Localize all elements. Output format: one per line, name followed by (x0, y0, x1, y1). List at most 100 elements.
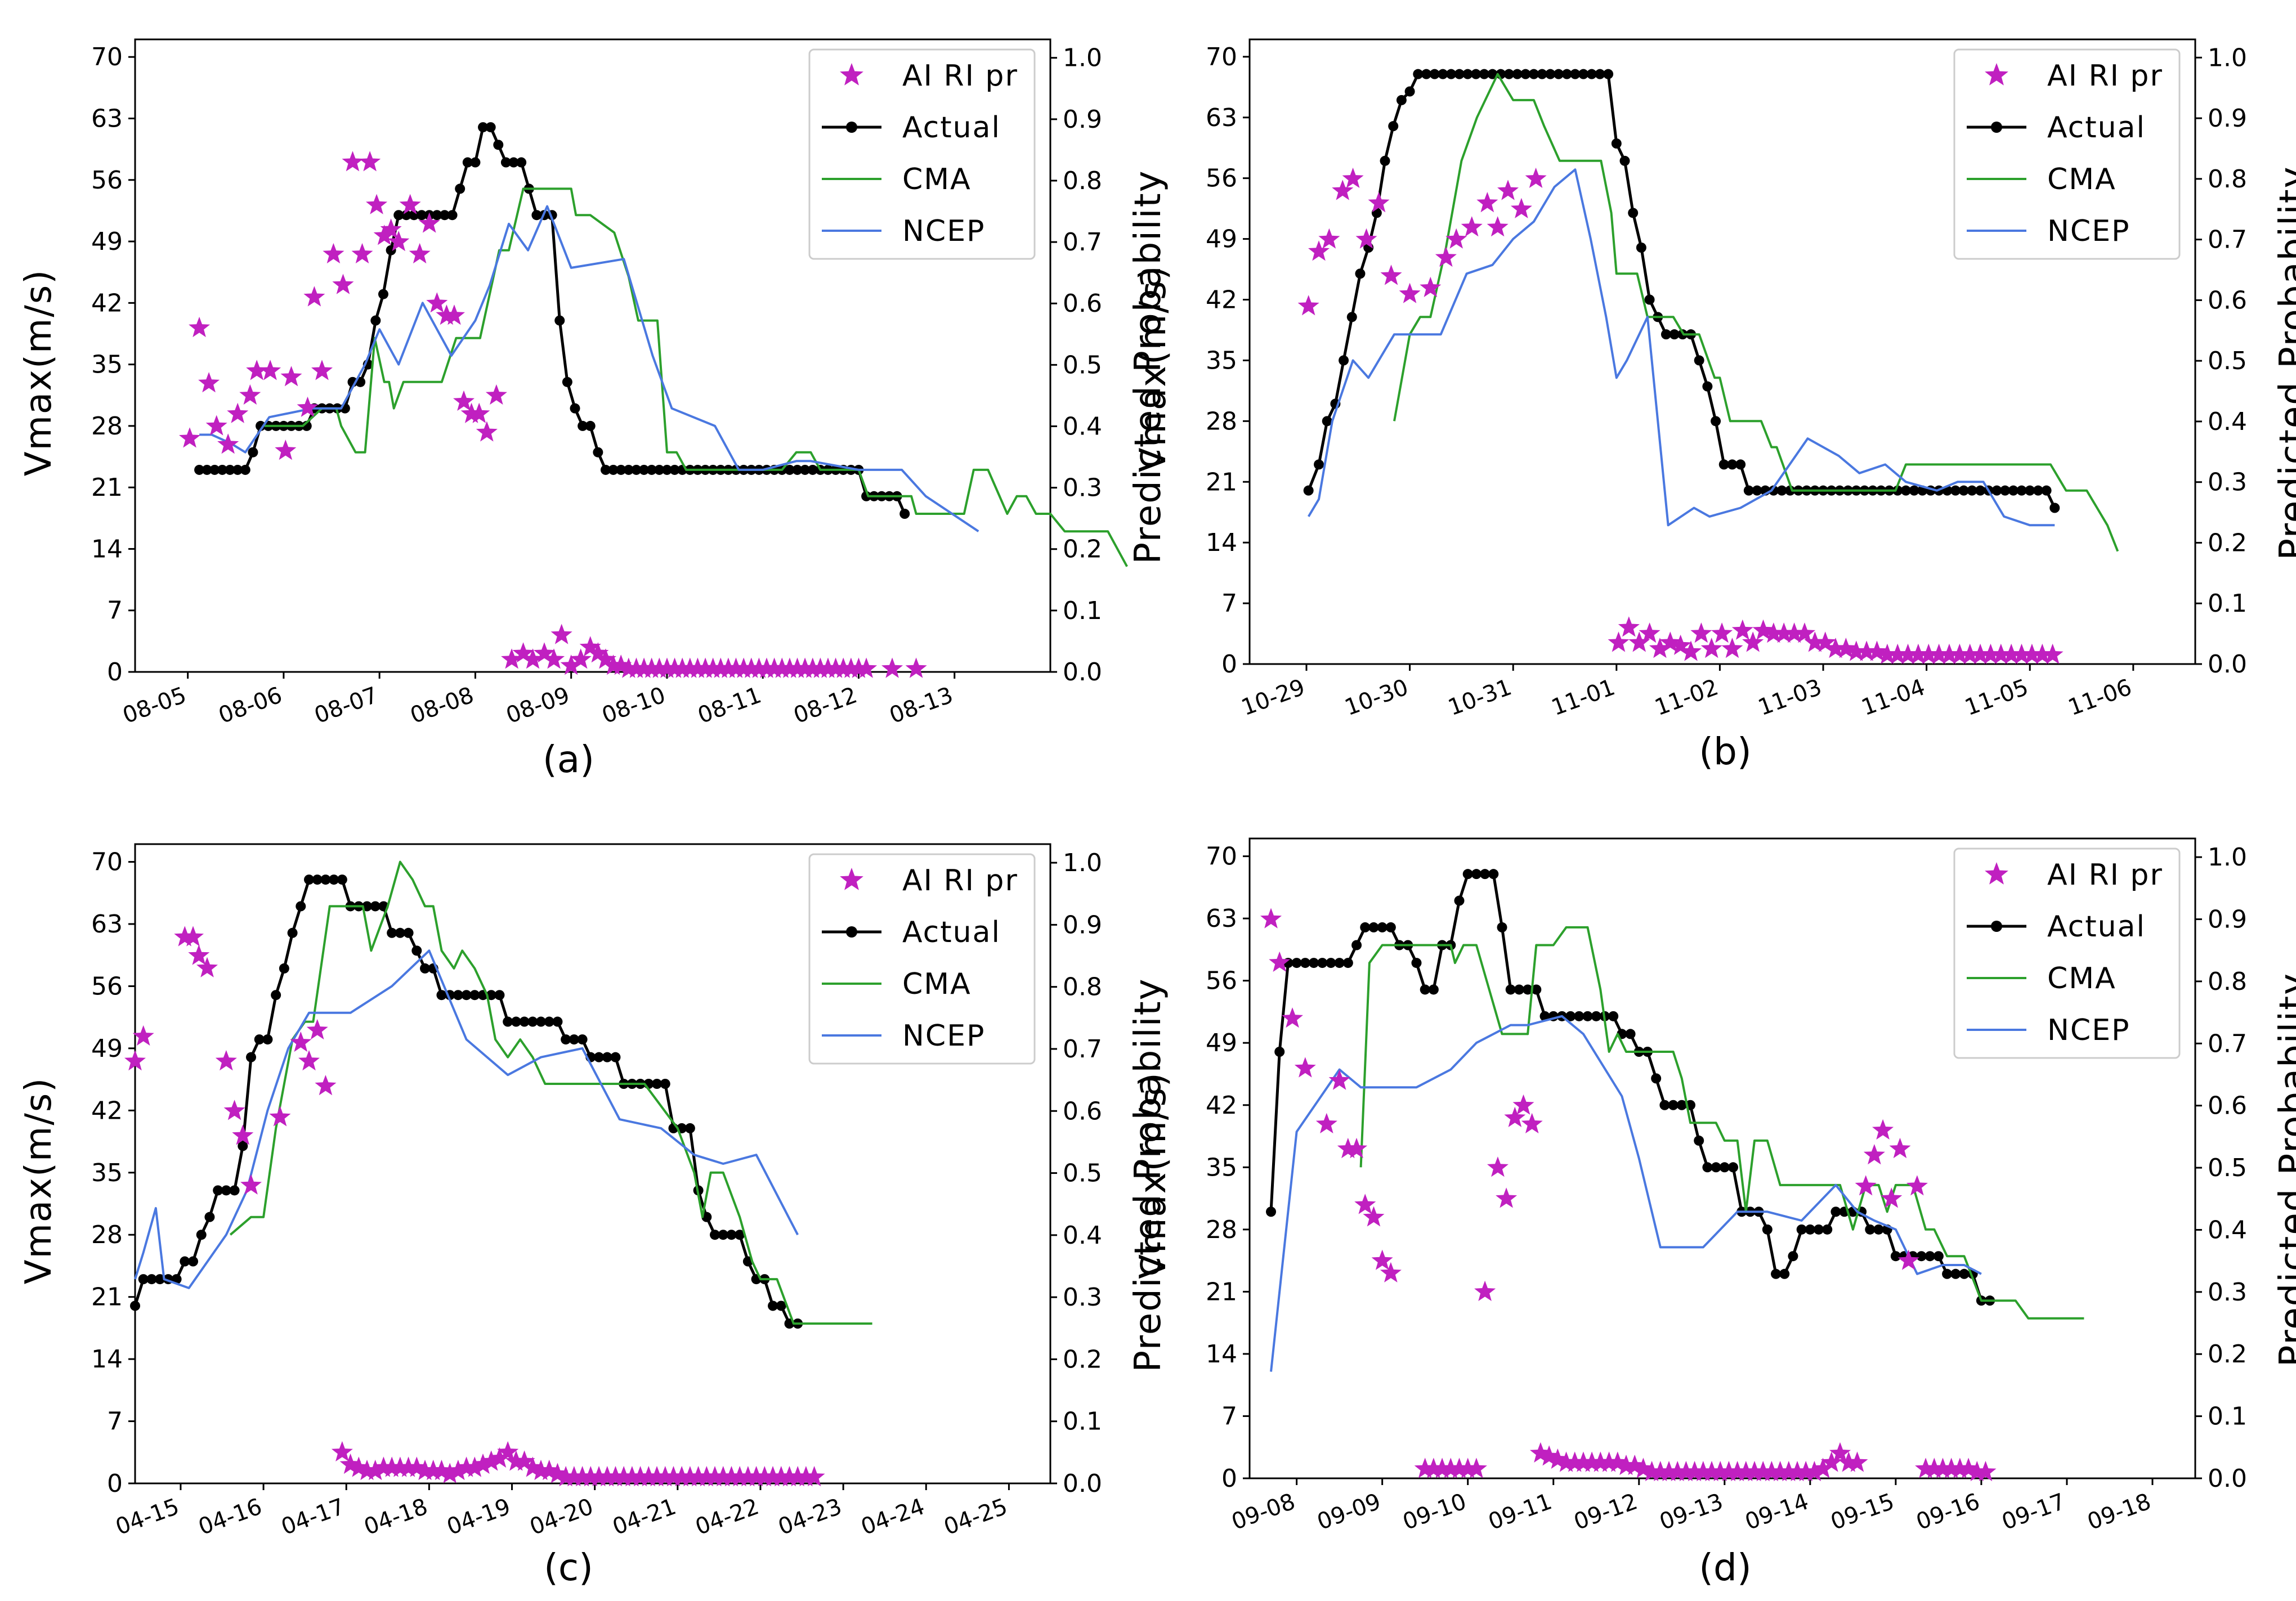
x-tick-label: 04-15 (112, 1494, 182, 1540)
ai-ri-point (1667, 1461, 1689, 1482)
actual-point (652, 1079, 663, 1089)
ai-ri-point (1355, 228, 1377, 249)
actual-point (130, 1300, 140, 1311)
legend-box (808, 48, 1036, 260)
ai-ri-point (588, 1466, 610, 1487)
actual-point (1385, 922, 1396, 932)
ai-ri-point (1769, 1461, 1791, 1482)
ai-ri-point (696, 1466, 718, 1487)
actual-point (329, 875, 339, 885)
actual-point (1924, 1251, 1935, 1262)
ai-ri-point (1465, 1458, 1487, 1478)
actual-point (1574, 1011, 1585, 1021)
ai-ri-point (1692, 1461, 1714, 1482)
ai-ri-point (1787, 1461, 1809, 1482)
y-tick-label: 28 (1206, 407, 1237, 436)
ai-ri-point (563, 1466, 585, 1487)
ai-ri-point (671, 1466, 693, 1487)
y-tick-label: 70 (91, 43, 123, 71)
actual-point (646, 464, 657, 475)
actual-point (544, 1016, 554, 1027)
y-tick-label: 21 (91, 1283, 123, 1312)
y2-tick-label: 0.2 (2208, 528, 2247, 557)
actual-point (1421, 69, 1431, 79)
actual-point (1873, 1224, 1884, 1235)
ai-ri-point (485, 384, 507, 405)
ai-ri-point (1940, 1458, 1962, 1478)
ai-ri-point (1538, 1445, 1560, 1466)
plot-frame (134, 843, 1051, 1485)
ai-ri-point (1838, 1451, 1860, 1472)
ai-ri-point (1420, 276, 1442, 297)
x-tick-label: 09-10 (1399, 1488, 1470, 1535)
actual-point (1514, 984, 1524, 995)
ai-ri-point (468, 402, 490, 423)
ai-ri-point (217, 433, 239, 454)
legend-label: AI RI pr (2047, 858, 2163, 892)
ai-ri-point (455, 1456, 477, 1477)
y-tick-label: 0 (1221, 1464, 1237, 1493)
ai-ri-point (1855, 1175, 1877, 1196)
ai-ri-point (1795, 1461, 1817, 1482)
ai-ri-point (737, 1466, 759, 1487)
actual-point (578, 420, 588, 431)
actual-point (304, 875, 315, 885)
x-tick-label: 04-17 (278, 1494, 348, 1540)
ai-ri-point (188, 944, 210, 965)
ai-ri-point (1504, 1106, 1526, 1127)
ai-ri-point (1346, 1137, 1368, 1159)
actual-point (660, 1079, 670, 1089)
y-tick-label: 7 (1221, 1402, 1237, 1430)
ai-ri-point (1639, 622, 1661, 643)
ai-ri-point (1564, 1451, 1586, 1472)
y2-tick-label: 0.8 (2208, 165, 2247, 194)
actual-point (1488, 869, 1499, 880)
ai-ri-point (1752, 1461, 1774, 1482)
actual-point (485, 122, 496, 133)
x-tick-label: 08-06 (215, 682, 285, 729)
actual-point (470, 157, 481, 168)
y-tick-label: 0 (1221, 650, 1237, 679)
ai-ri-point (1581, 1451, 1603, 1472)
x-tick-label: 08-13 (886, 682, 956, 729)
ai-ri-point (215, 1050, 237, 1071)
x-tick-label: 04-24 (858, 1494, 928, 1540)
y2-axis-title: Predicted Probability (2272, 972, 2296, 1367)
ai-ri-point (856, 657, 878, 678)
actual-point (669, 464, 680, 475)
actual-point (726, 1230, 737, 1240)
ai-ri-point (2000, 643, 2022, 664)
ai-ri-point (259, 360, 281, 380)
ai-ri-point (596, 1466, 618, 1487)
actual-point (1668, 1100, 1679, 1110)
ai-ri-point (2011, 643, 2033, 664)
ai-ri-point (1315, 1113, 1337, 1133)
ai-ri-point (1814, 631, 1836, 652)
ai-ri-point (1773, 622, 1795, 643)
actual-point (1669, 329, 1680, 340)
y2-axis-title: Predicted Probability (1127, 169, 1169, 564)
ai-ri-point (196, 957, 218, 977)
actual-point (1479, 69, 1489, 79)
actual-point (1651, 1073, 1662, 1084)
x-tick-label: 11-03 (1755, 674, 1825, 721)
actual-point (1659, 1100, 1670, 1110)
ai-ri-point (464, 1456, 486, 1477)
actual-point (600, 464, 611, 475)
ai-ri-point (905, 657, 927, 678)
ai-ri-point (1649, 638, 1671, 658)
ai-ri-point (189, 316, 211, 338)
y-tick-label: 35 (1206, 346, 1237, 375)
x-tick-label: 10-29 (1238, 674, 1308, 721)
actual-point (527, 1016, 538, 1027)
x-tick-label: 04-21 (609, 1494, 679, 1540)
actual-point (1728, 1162, 1739, 1173)
y-tick-label: 56 (1206, 164, 1237, 193)
y2-tick-label: 0.4 (1063, 412, 1102, 441)
ai-ri-point (803, 1466, 825, 1487)
actual-point (1545, 69, 1556, 79)
y-tick-label: 7 (107, 1407, 123, 1436)
panel-a: (a) 0 7 14 21 28 35 42 49 56 63 70 0.0 0.1 0.2 0.3 0.4 0… (18, 38, 1169, 781)
actual-point (1351, 940, 1362, 950)
y-tick-label: 63 (1206, 104, 1237, 132)
